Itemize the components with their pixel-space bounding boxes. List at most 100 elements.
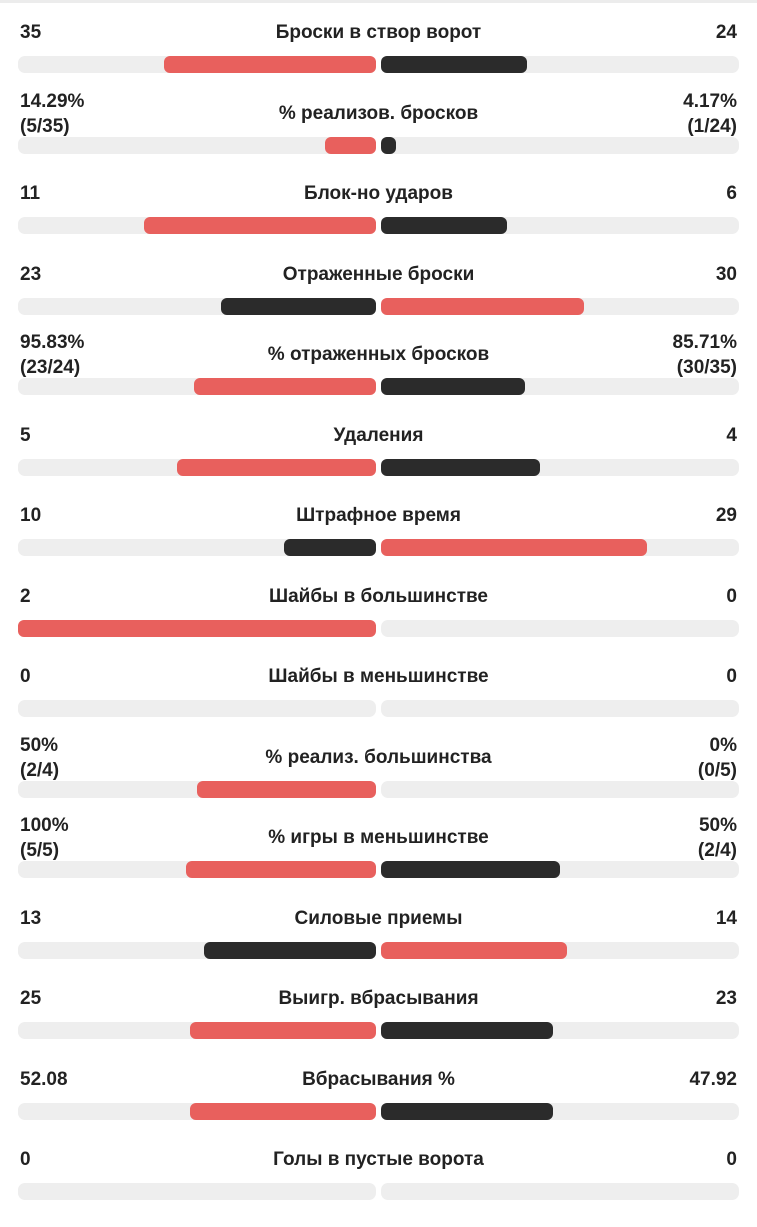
away-bar-fill (381, 378, 525, 395)
home-value: 10 (20, 505, 42, 526)
away-bar-track (381, 700, 739, 717)
home-value: 50% (2/4) (20, 734, 60, 781)
stat-row: 13 Силовые приемы 14 (0, 906, 757, 986)
away-value: 23 (715, 988, 737, 1009)
home-bar-track (18, 941, 376, 959)
home-bar-fill (144, 217, 376, 234)
away-bar-fill (381, 1022, 553, 1039)
away-bar-track (381, 458, 739, 476)
home-bar-fill (197, 780, 376, 798)
stat-label: % игры в меньшинстве (268, 827, 489, 848)
home-bar-track (18, 1022, 376, 1039)
away-bar-track (381, 378, 739, 395)
stat-label: Броски в створ ворот (275, 22, 482, 43)
away-bar-track (381, 780, 739, 798)
home-value: 2 (20, 585, 31, 607)
stat-row: 95.83% (23/24) % отраженных бросков 85.71%… (0, 332, 757, 422)
home-bar-track (18, 861, 376, 878)
stat-row: 14.29% (5/35) % реализов. бросков 4.17% (1… (0, 91, 757, 181)
away-bar-track (381, 217, 739, 234)
away-bar-fill (381, 217, 507, 234)
home-value: 35 (20, 22, 42, 43)
stat-label: Силовые приемы (294, 907, 463, 929)
stat-row: 10 Штрафное время 29 (0, 503, 757, 583)
home-value: 100% (5/5) (20, 815, 69, 861)
home-bar-track (18, 780, 376, 798)
away-bar-track (381, 941, 739, 959)
away-bar-track (381, 1183, 739, 1200)
home-value: 5 (20, 424, 31, 446)
stat-row: 5 Удаления 4 (0, 423, 757, 503)
away-bar-fill (381, 136, 396, 154)
home-bar-track (18, 56, 376, 73)
home-value: 23 (20, 263, 42, 285)
stat-row: 11 Блок-но ударов 6 (0, 181, 757, 261)
home-bar-track (18, 458, 376, 476)
home-bar-fill (284, 539, 376, 556)
home-bar-track (18, 217, 376, 234)
home-value: 14.29% (5/35) (20, 90, 85, 137)
stat-row: 25 Выигр. вбрасывания 23 (0, 986, 757, 1066)
away-bar-track (381, 539, 739, 556)
away-bar-track (381, 619, 739, 637)
home-bar-track (18, 1102, 376, 1120)
away-value: 0 (726, 666, 737, 687)
stat-label: Вбрасывания % (302, 1068, 455, 1090)
away-bar-track (381, 136, 739, 154)
away-bar-fill (381, 1102, 553, 1120)
home-bar-track (18, 297, 376, 315)
away-value: 0 (726, 585, 737, 607)
home-bar-track (18, 619, 376, 637)
stat-row: 0 Шайбы в меньшинстве 0 (0, 664, 757, 744)
stat-label: Шайбы в меньшинстве (268, 666, 489, 687)
home-value: 0 (20, 1149, 31, 1170)
away-bar-fill (381, 861, 560, 878)
stat-row: 52.08 Вбрасывания % 47.92 (0, 1067, 757, 1147)
stat-label: Выигр. вбрасывания (278, 988, 479, 1009)
away-bar-fill (381, 56, 527, 73)
away-bar-fill (381, 458, 540, 476)
stat-label: % реализ. большинства (265, 746, 492, 768)
top-divider (0, 0, 757, 3)
away-bar-track (381, 1022, 739, 1039)
home-bar-track (18, 378, 376, 395)
home-bar-fill (221, 297, 376, 315)
away-bar-fill (381, 297, 584, 315)
home-bar-fill (177, 458, 376, 476)
stat-row: 0 Голы в пустые ворота 0 (0, 1147, 757, 1227)
home-bar-fill (204, 941, 376, 959)
away-value: 4.17% (1/24) (683, 90, 737, 137)
away-value: 50% (2/4) (697, 815, 737, 861)
home-bar-fill (186, 861, 376, 878)
stat-label: Шайбы в большинстве (268, 585, 489, 607)
away-value: 0 (726, 1149, 737, 1170)
home-bar-track (18, 136, 376, 154)
stat-label: Штрафное время (296, 505, 461, 526)
stat-row: 23 Отраженные броски 30 (0, 262, 757, 342)
away-value: 14 (715, 907, 737, 929)
home-bar-fill (190, 1102, 376, 1120)
stat-label: % отраженных бросков (267, 344, 490, 365)
stat-row: 2 Шайбы в большинстве 0 (0, 584, 757, 664)
away-value: 29 (715, 505, 737, 526)
stat-label: Отраженные броски (282, 263, 475, 285)
home-value: 11 (20, 183, 41, 204)
home-value: 95.83% (23/24) (20, 332, 85, 378)
stat-label: Голы в пустые ворота (273, 1149, 484, 1170)
home-bar-track (18, 1183, 376, 1200)
stat-row: 100% (5/5) % игры в меньшинстве 50% (2/4) (0, 815, 757, 905)
home-bar-fill (194, 378, 376, 395)
away-value: 24 (715, 22, 737, 43)
away-bar-fill (381, 941, 567, 959)
home-value: 25 (20, 988, 42, 1009)
away-bar-track (381, 1102, 739, 1120)
away-value: 47.92 (689, 1068, 737, 1090)
home-bar-track (18, 700, 376, 717)
home-value: 0 (20, 666, 31, 687)
away-bar-track (381, 861, 739, 878)
home-bar-fill (18, 619, 376, 637)
away-bar-track (381, 297, 739, 315)
stat-row: 50% (2/4) % реализ. большинства 0% (0/5) (0, 735, 757, 825)
stat-row: 35 Броски в створ ворот 24 (0, 20, 757, 100)
away-value: 0% (0/5) (697, 734, 737, 781)
